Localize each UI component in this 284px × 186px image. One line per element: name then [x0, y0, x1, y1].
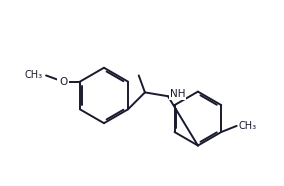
Text: NH: NH	[170, 89, 185, 99]
Text: O: O	[59, 77, 67, 87]
Text: CH₃: CH₃	[239, 121, 257, 131]
Text: CH₃: CH₃	[25, 70, 43, 81]
